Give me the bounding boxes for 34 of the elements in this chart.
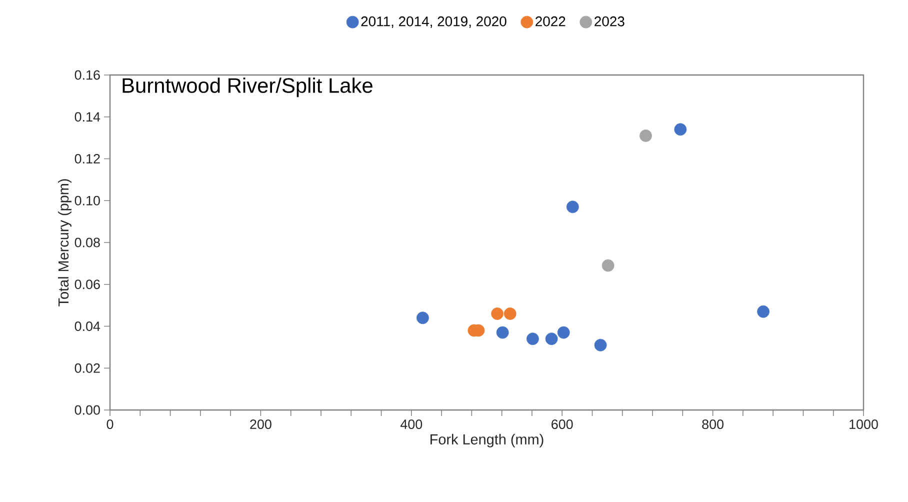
legend-label: 2022: [536, 16, 566, 26]
y-tick-label: 0.00: [74, 405, 100, 415]
x-tick-label: 800: [702, 420, 724, 430]
point: [674, 123, 687, 136]
y-tick-label: 0.16: [74, 70, 100, 80]
y-tick-label: 0.06: [74, 280, 100, 290]
y-tick-label: 0.10: [74, 196, 100, 206]
point: [416, 312, 429, 324]
point: [640, 130, 652, 142]
legend-label: 2023: [594, 16, 624, 26]
point: [594, 338, 607, 352]
point: [602, 259, 614, 272]
y-tick-label: 0.04: [74, 321, 100, 332]
point: [496, 326, 509, 339]
legend-label: 2011, 2014, 2019, 2020: [361, 16, 506, 28]
chart-title: Burntwood River/Split Lake: [122, 78, 372, 98]
y-tick-label: 0.02: [74, 363, 100, 373]
point: [557, 326, 570, 339]
x-tick-label: 600: [552, 420, 573, 430]
point: [491, 307, 504, 320]
y-tick-label: 0.14: [74, 112, 100, 122]
x-axis-title: Fork Length (mm): [430, 434, 544, 448]
point: [526, 332, 539, 346]
x-tick-label: 400: [400, 420, 422, 430]
point: [504, 307, 516, 320]
x-tick-label: 1000: [850, 420, 878, 430]
point: [566, 200, 579, 214]
y-tick-label: 0.08: [74, 238, 100, 248]
y-axis-title: Total Mercury (ppm): [58, 179, 72, 306]
point: [757, 305, 770, 318]
y-tick-label: 0.12: [74, 154, 100, 164]
point: [545, 332, 558, 346]
x-tick-label: 0: [106, 420, 114, 430]
x-tick-label: 200: [250, 420, 272, 430]
